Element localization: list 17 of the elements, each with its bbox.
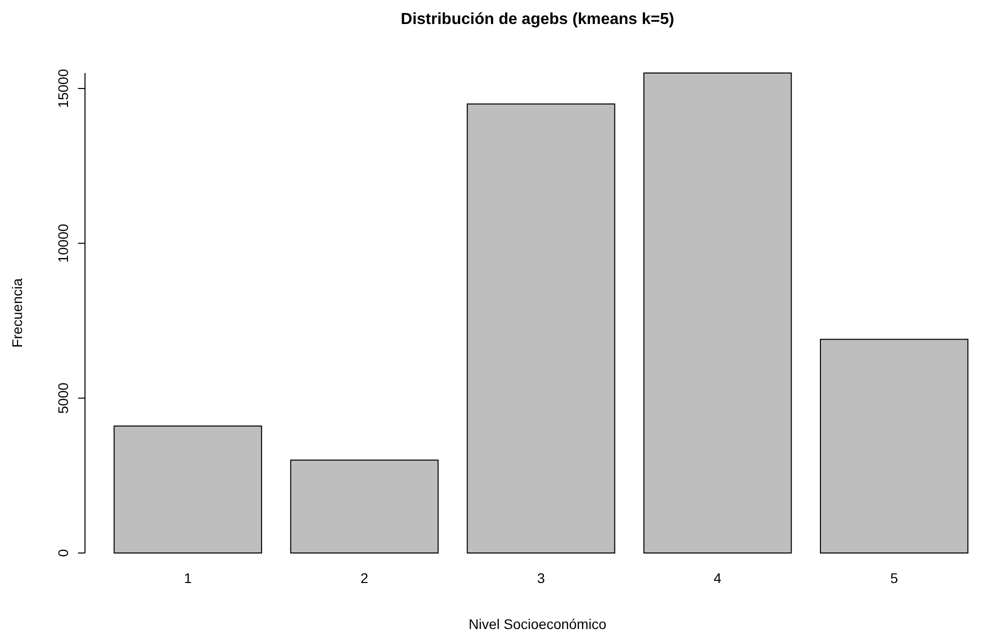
x-tick-label: 3 <box>537 570 546 586</box>
bar <box>820 338 968 554</box>
y-tick-label: 10000 <box>55 224 71 263</box>
y-tick-label: 0 <box>55 548 71 557</box>
y-axis-title: Frecuencia <box>9 278 25 348</box>
y-tick-label: 15000 <box>55 68 71 108</box>
x-axis-title: Nivel Socioeconómico <box>468 616 607 632</box>
bar <box>466 103 616 554</box>
bar <box>114 426 262 554</box>
x-tick-label: 2 <box>360 570 369 586</box>
chart-title: Distribución de agebs (kmeans k=5) <box>400 11 674 28</box>
x-tick-label: 5 <box>890 570 898 586</box>
bar <box>290 460 439 554</box>
x-tick-label: 1 <box>184 570 192 586</box>
bar <box>643 72 792 554</box>
x-tick-label: 4 <box>714 570 722 586</box>
y-tick-label: 5000 <box>55 382 71 414</box>
